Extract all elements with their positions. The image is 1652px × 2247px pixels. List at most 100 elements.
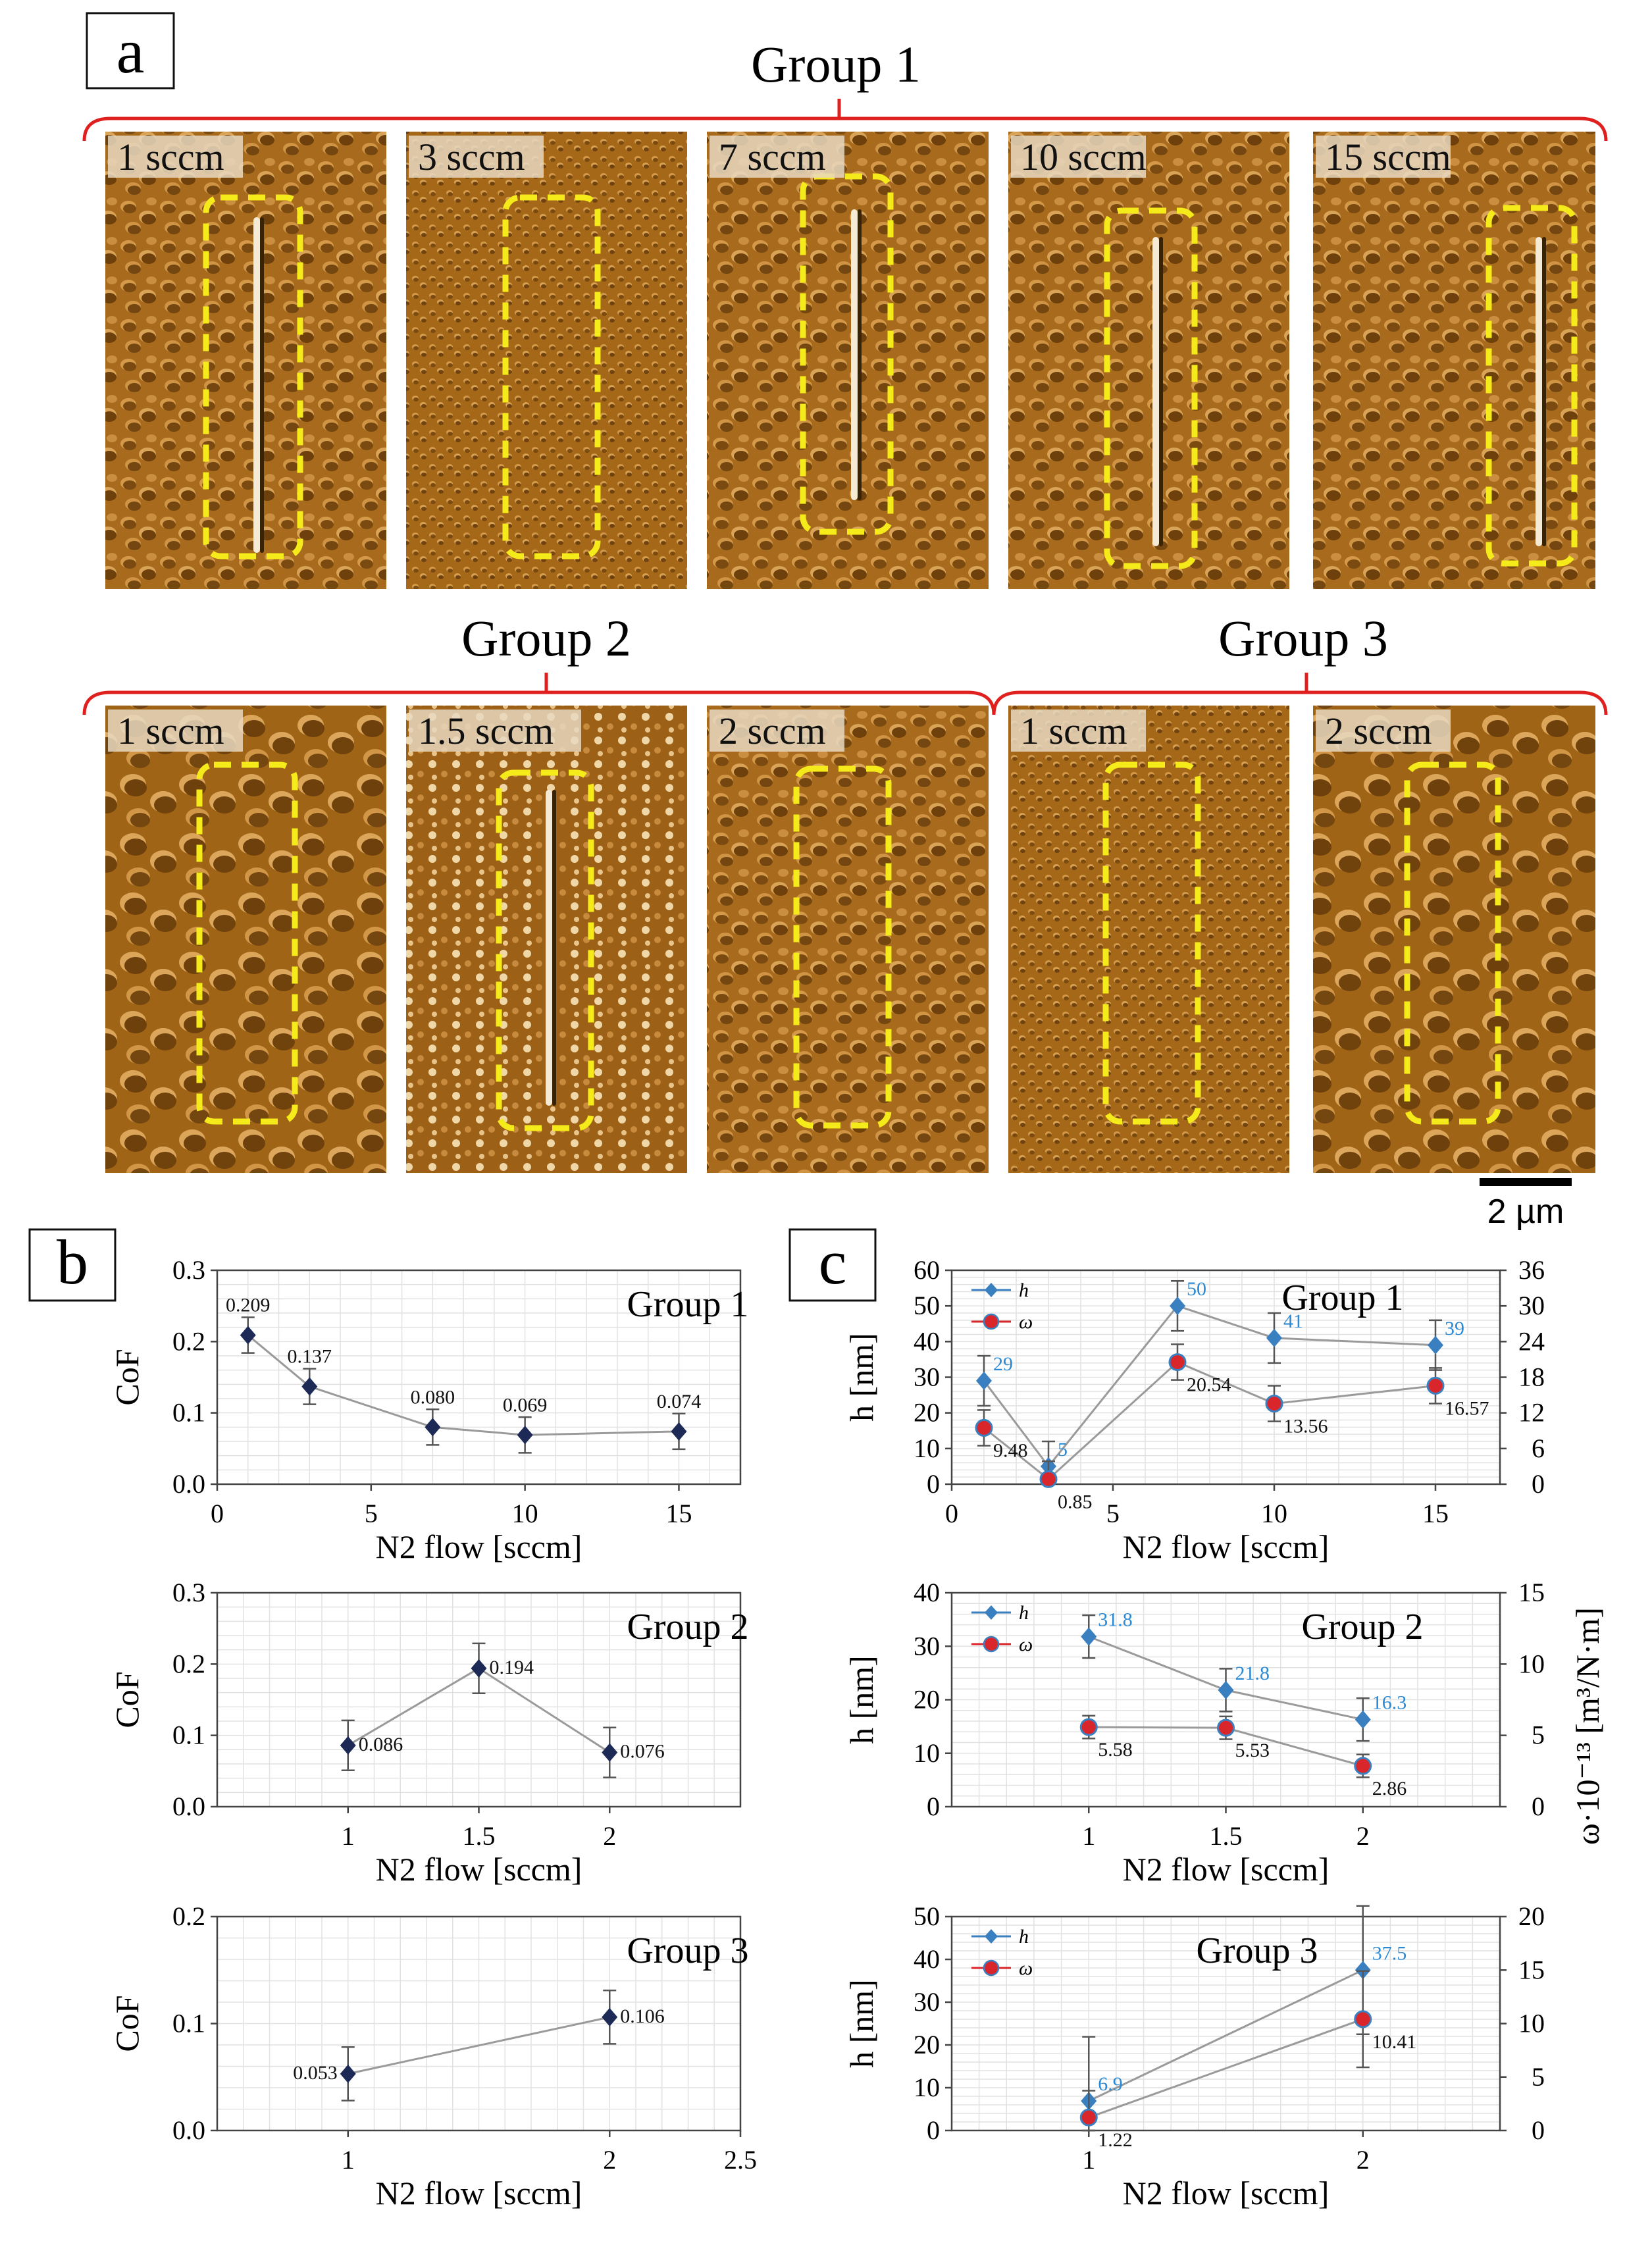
legend-label-w: ω (1019, 1957, 1033, 1979)
afm-surface (1313, 132, 1595, 589)
data-point (1354, 2010, 1372, 2028)
data-point (1218, 1680, 1234, 1699)
x-tick-label: 1.5 (463, 1821, 496, 1851)
data-label: 0.076 (620, 1741, 665, 1763)
afm-image: 1 sccm (105, 132, 386, 589)
data-point (1217, 1718, 1235, 1737)
data-label: 0.85 (1058, 1491, 1093, 1512)
afm-image: 1 sccm (105, 706, 386, 1173)
y-tick-label: 0.0 (172, 1792, 205, 1821)
scratch-shadow (260, 217, 264, 553)
x-axis-label: N2 flow [sccm] (376, 2175, 582, 2211)
x-tick-label: 1 (342, 1821, 355, 1851)
data-label: 2.86 (1372, 1778, 1407, 1799)
image-label: 1 sccm (1020, 710, 1127, 752)
data-point (1039, 1470, 1058, 1488)
data-label: 0.194 (490, 1657, 534, 1678)
x-tick-label: 10 (1261, 1499, 1287, 1528)
x-tick-label: 5 (365, 1499, 378, 1528)
afm-image: 15 sccm (1313, 132, 1595, 589)
data-point (240, 1326, 256, 1345)
y-tick-label: 20 (914, 1398, 940, 1428)
scratch-track (1152, 237, 1159, 546)
data-label: 20.54 (1187, 1374, 1231, 1396)
image-label: 7 sccm (719, 136, 826, 178)
y-tick-label: 20 (914, 1685, 940, 1715)
panel-c-letter: c (819, 1227, 847, 1297)
group-label: Group 2 (627, 1607, 748, 1647)
data-label: 5.58 (1098, 1739, 1133, 1761)
y-axis-label: h [nm] (843, 1979, 880, 2068)
data-label: 31.8 (1098, 1609, 1133, 1631)
scratch-shadow (858, 209, 862, 500)
y-tick-label: 30 (914, 1362, 940, 1392)
data-label: 5.53 (1235, 1740, 1270, 1761)
legend-marker-w (983, 1636, 1000, 1653)
chart-b1: 0.0 0.1 0.2 0.3 0 5 10 15 N2 flow [sccm] CoF Group… (109, 1255, 749, 1565)
x-tick-label: 2 (1356, 1821, 1370, 1851)
data-point (1079, 1718, 1098, 1736)
x-axis-label: N2 flow [sccm] (1123, 1851, 1329, 1888)
y-tick-label: 10 (914, 1738, 940, 1768)
image-label: 2 sccm (1325, 710, 1432, 752)
plot-frame (216, 1269, 742, 1485)
y-tick-label: 0.2 (172, 1901, 205, 1931)
y-tick-label: 20 (914, 2030, 940, 2059)
scratch-shadow (1159, 237, 1163, 546)
afm-image: 2 sccm (707, 706, 989, 1173)
y-tick-label: 0.0 (172, 1469, 205, 1499)
image-label: 1.5 sccm (418, 710, 554, 752)
group-title: Group 2 (461, 609, 631, 667)
y-tick-label: 0 (927, 2115, 940, 2145)
scratch-shadow (1542, 237, 1546, 546)
x-axis-label: N2 flow [sccm] (376, 1528, 582, 1565)
wear-track-outline (1485, 205, 1578, 567)
x-axis-label: N2 flow [sccm] (1123, 2175, 1329, 2211)
image-label-bg (1011, 710, 1146, 752)
group-bracket (82, 99, 1608, 142)
afm-image: 2 sccm (1313, 706, 1595, 1173)
image-label-bg (409, 136, 544, 178)
image-label-bg (1316, 136, 1451, 178)
afm-image: 3 sccm (406, 132, 687, 589)
panel-b-letter-box (28, 1228, 116, 1302)
legend-marker-w (983, 1313, 1000, 1330)
panel-a-letter: a (116, 16, 145, 86)
wear-track-outline (203, 194, 303, 559)
data-label: 0.137 (288, 1346, 332, 1368)
y-axis-label: h [nm] (843, 1655, 880, 1744)
y2-tick-label: 20 (1518, 1901, 1545, 1931)
y-tick-label: 0.1 (172, 1398, 205, 1428)
y-axis-label: CoF (109, 1671, 145, 1728)
data-point (1265, 1395, 1283, 1413)
wear-track-outline (800, 173, 894, 535)
afm-image: 1.5 sccm (406, 706, 687, 1173)
data-label: 16.3 (1372, 1692, 1407, 1714)
afm-surface (707, 132, 989, 589)
data-label: 29 (993, 1353, 1013, 1375)
group-label: Group 1 (1281, 1278, 1403, 1318)
data-point (517, 1426, 533, 1445)
y2-tick-label: 5 (1532, 1720, 1545, 1750)
data-label: 0.106 (620, 2005, 665, 2027)
x-tick-label: 1.5 (1210, 1821, 1243, 1851)
data-label: 6.9 (1098, 2073, 1123, 2095)
data-point (975, 1418, 993, 1437)
chart-b3: 0.0 0.1 0.2 1 2 2.5 N2 flow [sccm] CoF Group 3 0.… (109, 1901, 757, 2211)
y2-tick-label: 18 (1518, 1362, 1545, 1392)
data-label: 10.41 (1372, 2031, 1417, 2053)
data-label: 37.5 (1372, 1942, 1407, 1964)
data-point (1168, 1353, 1187, 1372)
x-tick-label: 15 (1422, 1499, 1449, 1528)
series-line (348, 2016, 610, 2075)
afm-image: 1 sccm (1008, 706, 1289, 1173)
y2-tick-label: 0 (1532, 1469, 1545, 1499)
y-tick-label: 0.2 (172, 1326, 205, 1356)
y-tick-label: 50 (914, 1291, 940, 1320)
series-line (1088, 2018, 1364, 2119)
x-tick-label: 10 (512, 1499, 538, 1528)
x-axis-label: N2 flow [sccm] (1123, 1528, 1329, 1565)
y2-tick-label: 15 (1518, 1578, 1545, 1607)
image-label-bg (1316, 710, 1451, 752)
data-label: 0.053 (293, 2062, 338, 2084)
